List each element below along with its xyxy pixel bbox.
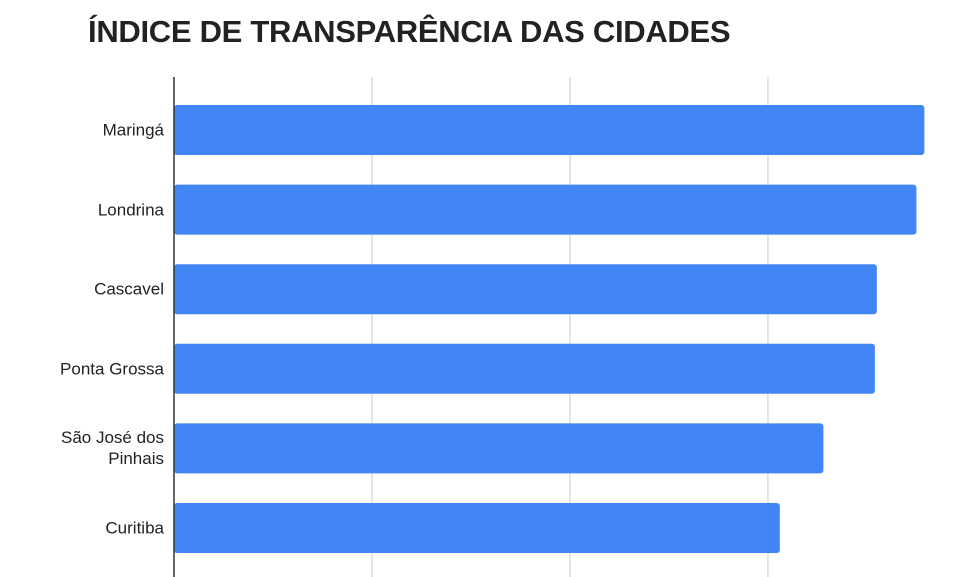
bar — [174, 105, 925, 155]
y-tick-label: Maringá — [102, 120, 164, 140]
y-tick-label: Cascavel — [94, 279, 164, 299]
chart-title: ÍNDICE DE TRANSPARÊNCIA DAS CIDADES — [88, 14, 731, 49]
y-tick-label: São José dos Pinhais — [60, 428, 164, 469]
bar — [174, 423, 824, 474]
bar — [174, 503, 780, 553]
bar — [174, 264, 877, 315]
y-tick-label: Curitiba — [105, 518, 164, 538]
bar — [174, 343, 875, 394]
bar — [174, 184, 917, 235]
y-tick-label: Ponta Grossa — [60, 359, 164, 379]
y-tick-label: Londrina — [97, 200, 164, 220]
